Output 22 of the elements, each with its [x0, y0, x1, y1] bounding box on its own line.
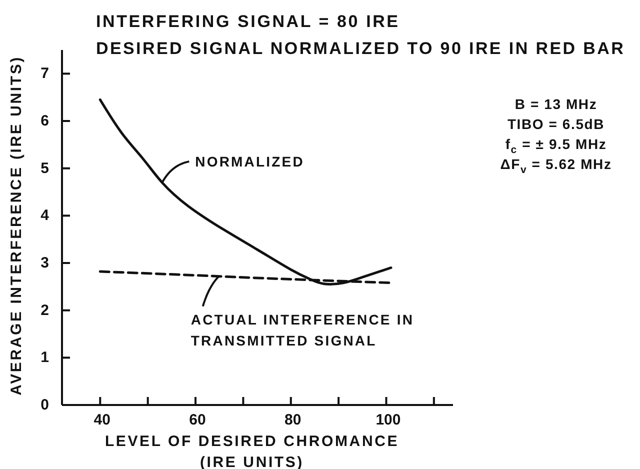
chart-title: INTERFERING SIGNAL = 80 IRE — [96, 12, 400, 31]
y-tick-label: 1 — [40, 349, 49, 366]
y-axis-title: AVERAGE INTERFERENCE (IRE UNITS) — [8, 56, 24, 396]
x-tick-label: 40 — [94, 412, 110, 428]
y-tick-label: 4 — [40, 207, 50, 224]
y-tick-label: 7 — [40, 65, 49, 82]
x-tick-label: 80 — [284, 412, 302, 428]
y-tick-label: 5 — [40, 160, 49, 177]
text: NORMALIZED — [195, 154, 304, 170]
x-tick-label: 60 — [189, 412, 206, 428]
y-tick-label: 6 — [40, 112, 49, 130]
text: f$_{c}$ = ± 9.5 MHz — [505, 136, 607, 156]
y-tick-label: 3 — [40, 254, 49, 272]
text: B = 13 MHz — [514, 96, 598, 112]
y-tick-label: 2 — [40, 302, 49, 319]
legend-label: ACTUAL INTERFERENCE IN TRANSMITTED SIGNAL — [190, 311, 414, 348]
y-tick-label: 0 — [40, 396, 49, 414]
chart-subtitle: DESIRED SIGNAL NORMALIZED TO 90 IRE IN RED BAR — [96, 39, 626, 58]
text: ΔF$_{v}$ = 5.62 MHz — [500, 156, 612, 176]
text: TIBO = 6.5dB — [507, 116, 605, 132]
x-tick-label: 100 — [376, 412, 401, 428]
line-series — [98, 98, 392, 286]
